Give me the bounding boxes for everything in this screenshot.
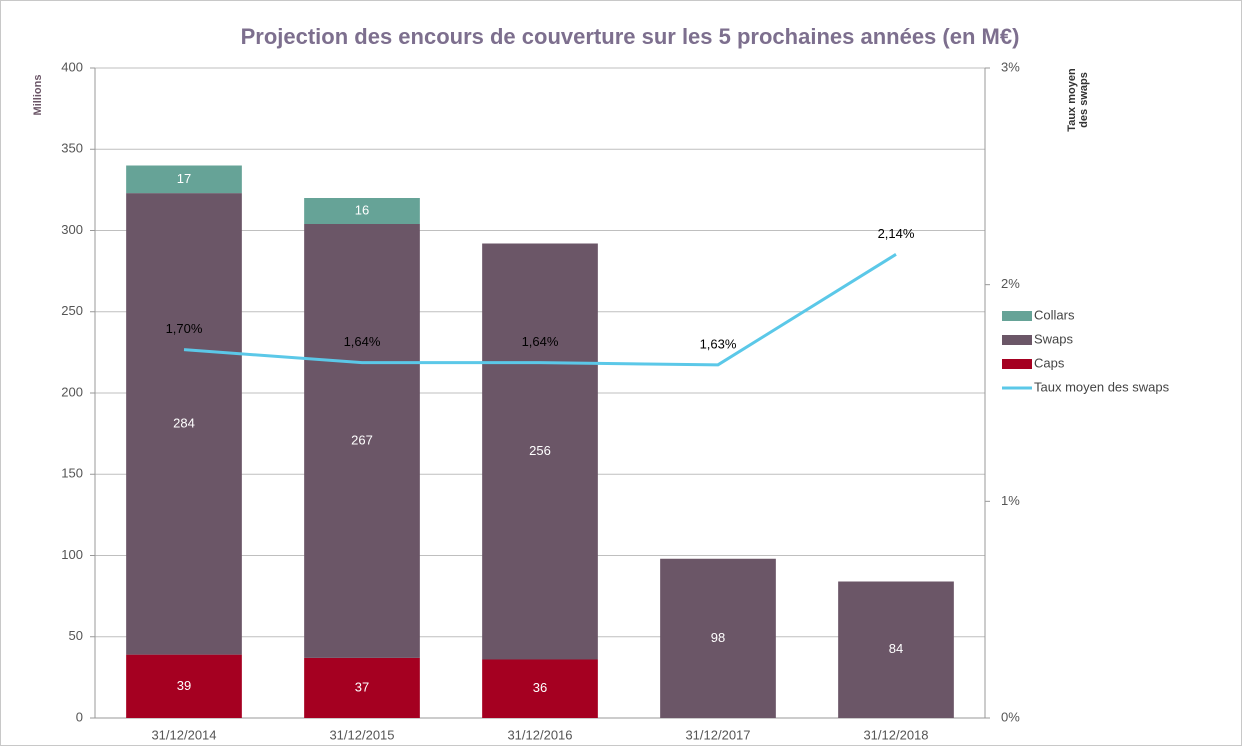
x-tick-label: 31/12/2016: [507, 727, 572, 742]
bar-segment: [126, 193, 242, 655]
data-label: 1,64%: [344, 334, 381, 349]
data-label: 84: [889, 641, 903, 656]
bar-segment: [838, 581, 954, 718]
data-label: 37: [355, 679, 369, 694]
data-label: 2,14%: [878, 226, 915, 241]
bar-segment: [126, 654, 242, 718]
legend-label: Caps: [1034, 355, 1065, 370]
y2-axis-label: Taux moyen: [1066, 68, 1078, 132]
bar-segment: [660, 558, 776, 718]
bar-segment: [482, 659, 598, 718]
y-tick-label: 300: [61, 222, 83, 237]
data-label: 39: [177, 678, 191, 693]
y-tick-label: 350: [61, 141, 83, 156]
data-label: 284: [173, 415, 195, 430]
legend-label: Taux moyen des swaps: [1034, 379, 1170, 394]
y-tick-label: 200: [61, 384, 83, 399]
data-label: 1,63%: [700, 336, 737, 351]
y-tick-label: 100: [61, 547, 83, 562]
data-label: 98: [711, 630, 725, 645]
bar-segment: [482, 243, 598, 660]
data-label: 17: [177, 171, 191, 186]
y2-tick-label: 2%: [1001, 276, 1020, 291]
x-tick-label: 31/12/2014: [151, 727, 216, 742]
data-label: 256: [529, 443, 551, 458]
x-tick-label: 31/12/2017: [685, 727, 750, 742]
y2-tick-label: 0%: [1001, 709, 1020, 724]
y-tick-label: 150: [61, 466, 83, 481]
bar-segment: [304, 198, 420, 224]
line: [183, 253, 897, 367]
legend-swatch: [1002, 335, 1032, 345]
bar-segment: [304, 657, 420, 718]
y2-axis-label: des swaps: [1078, 72, 1090, 128]
legend-swatch: [1002, 311, 1032, 321]
y-tick-label: 400: [61, 59, 83, 74]
legend-label: Collars: [1034, 307, 1075, 322]
y-tick-label: 0: [76, 709, 83, 724]
legend-swatch: [1002, 359, 1032, 369]
legend-label: Swaps: [1034, 331, 1074, 346]
data-label: 1,70%: [166, 321, 203, 336]
x-tick-label: 31/12/2018: [863, 727, 928, 742]
data-label: 1,64%: [522, 334, 559, 349]
y2-tick-label: 1%: [1001, 493, 1020, 508]
bar-segment: [304, 224, 420, 658]
data-label: 267: [351, 432, 373, 447]
data-label: 16: [355, 202, 369, 217]
y-axis-label: Millions: [32, 75, 44, 116]
data-label: 36: [533, 680, 547, 695]
bar-segment: [126, 165, 242, 194]
y-tick-label: 50: [69, 628, 83, 643]
x-tick-label: 31/12/2015: [329, 727, 394, 742]
chart-title: Projection des encours de couverture sur…: [241, 24, 1020, 49]
y2-tick-label: 3%: [1001, 59, 1020, 74]
y-tick-label: 250: [61, 303, 83, 318]
